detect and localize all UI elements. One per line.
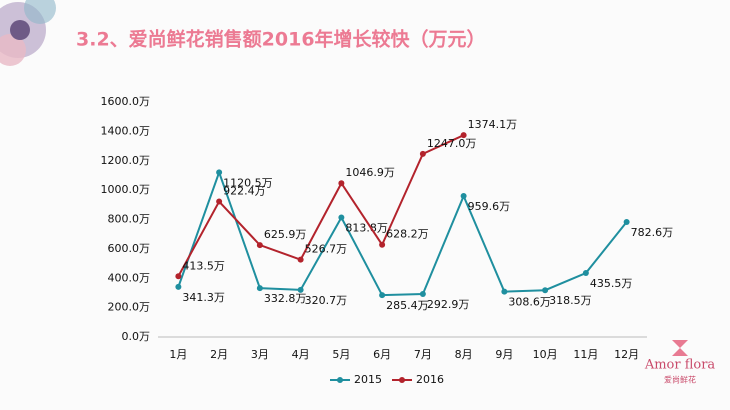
data-label: 628.2万 <box>386 228 429 241</box>
legend-marker <box>399 377 405 383</box>
x-tick-label: 10月 <box>533 348 558 361</box>
point <box>175 273 182 280</box>
data-label: 332.8万 <box>264 292 307 305</box>
x-tick-label: 9月 <box>495 348 513 361</box>
point <box>379 292 386 299</box>
data-label: 959.6万 <box>468 200 511 213</box>
x-tick-label: 8月 <box>455 348 473 361</box>
x-tick-label: 7月 <box>414 348 432 361</box>
data-label: 782.6万 <box>631 226 674 239</box>
point <box>460 132 467 139</box>
y-tick-label: 200.0万 <box>108 301 151 314</box>
point <box>419 150 426 157</box>
point <box>623 219 630 226</box>
point <box>216 198 223 205</box>
y-tick-label: 1200.0万 <box>101 154 151 167</box>
x-tick-label: 5月 <box>332 348 350 361</box>
point <box>419 290 426 297</box>
data-label: 341.3万 <box>182 291 225 304</box>
x-tick-label: 3月 <box>251 348 269 361</box>
y-tick-label: 400.0万 <box>108 271 151 284</box>
data-label: 1120.5万 <box>223 176 273 189</box>
point <box>542 287 549 294</box>
y-tick-label: 0.0万 <box>122 330 151 343</box>
data-label: 1046.9万 <box>345 166 395 179</box>
y-tick-label: 1400.0万 <box>101 124 151 137</box>
point <box>501 288 508 295</box>
point <box>175 283 182 290</box>
legend-marker <box>337 377 343 383</box>
point <box>216 169 223 176</box>
x-tick-label: 2月 <box>210 348 228 361</box>
y-tick-label: 1000.0万 <box>101 183 151 196</box>
data-label: 292.9万 <box>427 298 470 311</box>
series-line <box>177 169 628 297</box>
logo: Amor flora 爱尚鲜花 <box>644 340 716 385</box>
legend-label: 2016 <box>416 373 444 386</box>
data-label: 413.5万 <box>182 259 225 272</box>
point <box>338 214 345 221</box>
data-label: 1374.1万 <box>468 118 518 131</box>
data-label: 526.7万 <box>305 243 348 256</box>
point <box>582 270 589 277</box>
y-tick-label: 1600.0万 <box>101 95 151 108</box>
data-label: 922.4万 <box>223 185 266 198</box>
legend-label: 2015 <box>354 373 382 386</box>
series-line <box>177 134 465 277</box>
x-tick-label: 1月 <box>169 348 187 361</box>
data-label: 320.7万 <box>305 294 348 307</box>
logo-subtitle: 爱尚鲜花 <box>664 375 696 385</box>
x-tick-label: 4月 <box>292 348 310 361</box>
y-tick-label: 800.0万 <box>108 213 151 226</box>
data-label: 435.5万 <box>590 277 633 290</box>
data-label: 308.6万 <box>508 296 551 309</box>
x-tick-label: 12月 <box>614 348 639 361</box>
point <box>379 241 386 248</box>
data-label: 625.9万 <box>264 228 307 241</box>
x-tick-label: 11月 <box>573 348 598 361</box>
flower-decoration <box>0 0 56 66</box>
point <box>256 285 263 292</box>
point <box>256 242 263 249</box>
data-label: 1247.0万 <box>427 137 477 150</box>
point <box>297 286 304 293</box>
data-label: 813.8万 <box>345 221 388 234</box>
logo-name: Amor flora <box>644 358 716 373</box>
point <box>297 256 304 263</box>
x-tick-label: 6月 <box>373 348 391 361</box>
data-label: 285.4万 <box>386 299 429 312</box>
point <box>338 180 345 187</box>
point <box>460 193 467 200</box>
y-tick-label: 600.0万 <box>108 242 151 255</box>
data-label: 318.5万 <box>549 294 592 307</box>
slide-title: 3.2、爱尚鲜花销售额2016年增长较快（万元） <box>76 28 486 51</box>
